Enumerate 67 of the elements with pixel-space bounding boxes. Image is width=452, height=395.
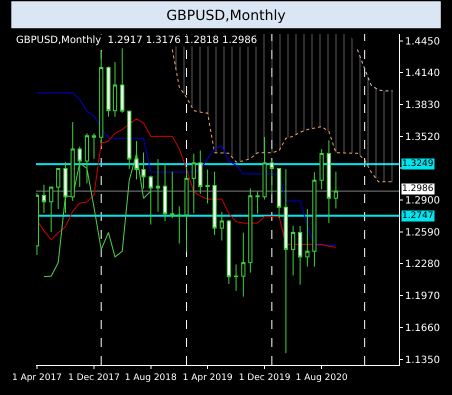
candlestick xyxy=(205,169,210,204)
candlestick xyxy=(262,136,267,200)
chart-subtitle: GBPUSD,Monthly 1.2917 1.3176 1.2818 1.2986 xyxy=(16,35,258,46)
candlestick xyxy=(162,162,168,222)
line-series xyxy=(36,118,336,248)
candlestick xyxy=(63,162,68,214)
candlestick xyxy=(70,122,75,202)
candlestick xyxy=(192,153,196,214)
candlestick xyxy=(241,232,246,298)
line-series xyxy=(43,152,152,278)
candlestick xyxy=(134,140,139,180)
candlestick xyxy=(298,226,302,286)
candlestick xyxy=(120,48,124,114)
candlestick xyxy=(92,132,96,160)
candlestick xyxy=(127,110,132,170)
candlestick xyxy=(226,219,231,284)
candlestick xyxy=(291,225,296,276)
candlestick xyxy=(305,208,310,267)
candlestick xyxy=(112,61,118,118)
y-tick-label: 1.1660 xyxy=(405,322,440,334)
y-tick-label: 1.1350 xyxy=(405,354,440,366)
y-tick-label: 1.3520 xyxy=(405,132,440,143)
candlestick xyxy=(198,150,202,194)
y-tick-label: 1.3830 xyxy=(405,100,440,111)
candlestick xyxy=(334,171,338,209)
line-series xyxy=(356,49,394,92)
y-tick-label: 1.4450 xyxy=(405,36,440,48)
candlestick xyxy=(99,51,104,144)
x-tick-label: 1 Dec 2017 xyxy=(68,372,120,383)
candlestick xyxy=(170,171,174,219)
chart-title: GBPUSD,Monthly xyxy=(166,8,286,24)
candlestick xyxy=(42,184,46,214)
ref-line-label: 1.2747 xyxy=(402,211,434,221)
candlestick xyxy=(320,148,324,190)
candlestick xyxy=(276,168,282,218)
candlestick xyxy=(56,167,60,210)
y-tick-label: 1.4140 xyxy=(405,68,440,80)
candlestick xyxy=(148,174,153,225)
candlestick xyxy=(156,158,160,212)
candlestick xyxy=(84,132,90,184)
candlestick xyxy=(212,171,217,236)
x-tick-label: 1 Aug 2020 xyxy=(296,372,348,383)
line-series xyxy=(36,92,336,246)
candlestick xyxy=(78,146,82,188)
candlestick xyxy=(248,188,252,274)
candlestick xyxy=(234,264,238,292)
ref-line-label: 1.2986 xyxy=(402,184,434,194)
y-tick-label: 1.2590 xyxy=(405,227,440,238)
y-tick-label: 1.2900 xyxy=(405,196,440,207)
candlestick xyxy=(106,66,111,118)
candlestick xyxy=(36,192,40,256)
candlestick xyxy=(49,186,54,232)
x-tick-label: 1 Aug 2018 xyxy=(124,372,177,383)
candlestick xyxy=(312,172,316,268)
candlestick xyxy=(177,206,182,244)
y-tick-label: 1.2280 xyxy=(405,259,440,270)
candlestick xyxy=(284,168,288,354)
x-tick-label: 1 Apr 2019 xyxy=(182,372,233,383)
candlestick xyxy=(255,190,260,214)
y-tick-label: 1.1970 xyxy=(405,291,440,302)
x-tick-label: 1 Apr 2017 xyxy=(12,372,62,383)
ref-line-label: 1.3249 xyxy=(402,159,434,169)
candlestick xyxy=(184,167,189,252)
x-tick-label: 1 Dec 2019 xyxy=(238,372,291,383)
candlestick xyxy=(141,152,146,190)
candlestick xyxy=(326,140,331,224)
candlestick xyxy=(220,211,224,241)
